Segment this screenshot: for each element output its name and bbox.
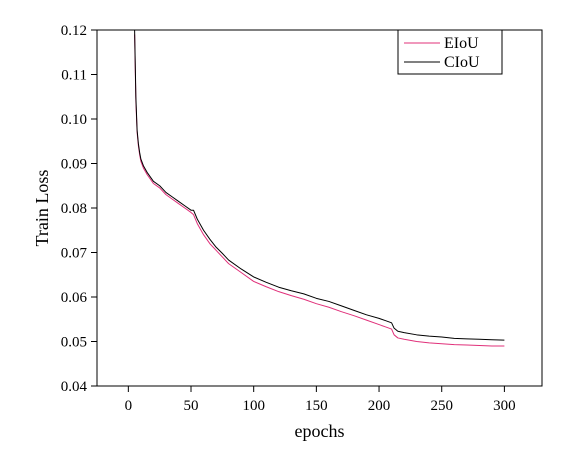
y-tick-label: 0.07 (61, 246, 88, 262)
y-tick-label: 0.09 (61, 157, 87, 173)
legend-label-eiou: EIoU (444, 35, 479, 52)
x-tick-label: 250 (430, 398, 453, 414)
x-axis-title: epochs (295, 421, 345, 441)
y-tick-label: 0.06 (61, 290, 88, 306)
axes-layer: 0 50 100 150 200 250 300 0.04 0.05 0.06 0.07 0.08 0.… (61, 23, 516, 414)
y-tick-label: 0.05 (61, 335, 87, 351)
x-tick-label: 0 (125, 398, 133, 414)
plot-frame (96, 29, 543, 387)
y-tick-label: 0.12 (61, 23, 87, 39)
series-layer (134, 29, 505, 347)
x-tick-label: 150 (305, 398, 328, 414)
legend: EIoU CIoU (397, 29, 503, 75)
plot-area (96, 29, 543, 387)
y-axis-title: Train Loss (32, 170, 52, 247)
legend-box (397, 29, 503, 75)
y-tick-label: 0.08 (61, 201, 87, 217)
y-tick-label: 0.10 (61, 112, 87, 128)
x-tick-label: 300 (493, 398, 516, 414)
x-tick-label: 100 (242, 398, 265, 414)
series-line-ciou (134, 29, 505, 341)
legend-label-ciou: CIoU (444, 54, 480, 71)
y-tick-label: 0.11 (61, 68, 87, 84)
y-tick-label: 0.04 (61, 379, 88, 395)
x-tick-label: 50 (184, 398, 199, 414)
series-line-eiou (134, 34, 505, 347)
x-tick-label: 200 (368, 398, 391, 414)
